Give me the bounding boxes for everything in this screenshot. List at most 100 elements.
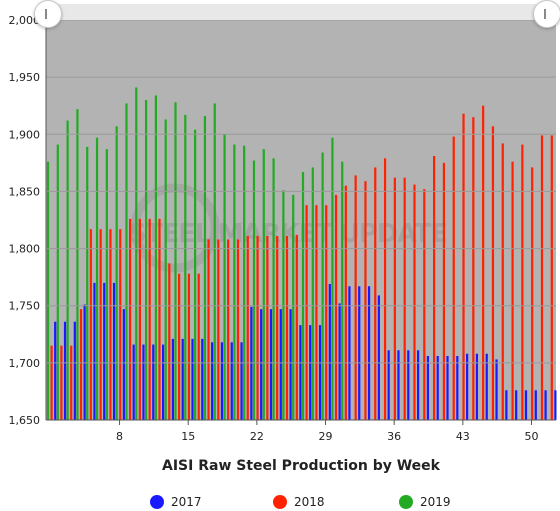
y-tick-label: 2,000 bbox=[9, 14, 41, 27]
bar-2019-week-20 bbox=[233, 144, 236, 420]
bar-2018-week-16 bbox=[197, 273, 200, 420]
legend-marker-icon bbox=[399, 495, 413, 509]
bar-2018-week-20 bbox=[236, 239, 240, 420]
legend[interactable]: 2017 2018 2019 bbox=[150, 495, 451, 509]
bar-2018-week-6 bbox=[99, 229, 102, 420]
bar-2018-week-3 bbox=[70, 345, 73, 420]
bar-2018-week-23 bbox=[266, 236, 269, 420]
bar-2017-week-33 bbox=[367, 286, 371, 420]
range-handle-left-icon[interactable] bbox=[34, 0, 62, 28]
bar-2017-week-18 bbox=[220, 342, 224, 420]
bar-2019-week-28 bbox=[311, 167, 314, 420]
y-tick-label: 1,900 bbox=[9, 128, 41, 141]
y-tick-label: 1,700 bbox=[9, 357, 41, 370]
legend-marker-icon bbox=[150, 495, 164, 509]
y-tick-label: 1,800 bbox=[9, 243, 41, 256]
bar-2018-week-47 bbox=[501, 143, 504, 420]
x-axis: 8 15 22 29 36 43 50 bbox=[46, 419, 556, 443]
bar-2017-week-52 bbox=[554, 390, 557, 420]
y-tick-label: 1,950 bbox=[9, 71, 41, 84]
bar-2019-week-29 bbox=[321, 152, 324, 420]
bar-2018-week-51 bbox=[540, 135, 544, 420]
bar-2019-week-4 bbox=[76, 109, 79, 420]
bar-2017-week-44 bbox=[475, 353, 479, 420]
bar-2017-week-8 bbox=[122, 309, 125, 420]
bar-2017-week-3 bbox=[73, 321, 76, 420]
bar-2018-week-25 bbox=[285, 236, 289, 420]
bar-2019-week-3 bbox=[66, 120, 69, 420]
legend-item-2019[interactable]: 2019 bbox=[399, 495, 451, 509]
bar-2017-week-14 bbox=[181, 338, 184, 420]
bar-2017-week-46 bbox=[495, 359, 498, 420]
bar-2018-week-34 bbox=[374, 167, 377, 420]
bar-2018-week-36 bbox=[393, 177, 396, 420]
bar-2018-week-7 bbox=[109, 229, 112, 420]
legend-label: 2017 bbox=[171, 495, 202, 509]
bar-2017-week-50 bbox=[534, 390, 537, 420]
bar-2017-week-7 bbox=[112, 282, 116, 420]
bar-2017-week-45 bbox=[485, 353, 488, 420]
bar-2017-week-37 bbox=[407, 350, 410, 420]
bar-2018-week-31 bbox=[344, 185, 347, 420]
bar-2018-week-10 bbox=[138, 218, 141, 420]
bar-2019-week-18 bbox=[213, 103, 216, 421]
bar-2019-week-8 bbox=[115, 126, 118, 420]
bar-2019-week-25 bbox=[282, 190, 285, 420]
bar-2018-week-15 bbox=[187, 273, 191, 420]
bar-2019-week-27 bbox=[301, 172, 305, 420]
range-handle-right-icon[interactable] bbox=[533, 0, 560, 28]
bar-2018-week-24 bbox=[276, 236, 279, 420]
bar-2019-week-24 bbox=[272, 158, 275, 421]
bar-2017-week-42 bbox=[456, 356, 459, 420]
x-tick-label: 22 bbox=[250, 430, 264, 443]
bar-2017-week-51 bbox=[544, 390, 547, 420]
bar-2017-week-39 bbox=[426, 356, 429, 420]
bar-2017-week-48 bbox=[515, 390, 518, 420]
bar-2019-week-23 bbox=[262, 149, 265, 420]
bar-2017-week-5 bbox=[93, 282, 96, 420]
bar-2017-week-11 bbox=[152, 344, 155, 420]
bar-2018-week-13 bbox=[168, 263, 171, 420]
bar-2017-week-15 bbox=[191, 338, 194, 420]
bar-2018-week-2 bbox=[60, 345, 63, 420]
legend-label: 2018 bbox=[294, 495, 325, 509]
bar-2018-week-27 bbox=[305, 205, 308, 420]
bar-2017-week-21 bbox=[250, 306, 253, 420]
range-scrollbar[interactable] bbox=[42, 4, 552, 20]
bar-2018-week-26 bbox=[295, 234, 298, 420]
bar-2017-week-35 bbox=[387, 350, 390, 420]
bar-2017-week-32 bbox=[358, 286, 361, 420]
x-tick-label: 50 bbox=[524, 430, 538, 443]
bar-2018-week-45 bbox=[482, 105, 485, 421]
bar-2017-week-25 bbox=[289, 309, 292, 420]
legend-item-2018[interactable]: 2018 bbox=[273, 495, 325, 509]
x-tick-label: 43 bbox=[456, 430, 470, 443]
bar-2019-week-30 bbox=[331, 137, 334, 420]
bar-2018-week-11 bbox=[148, 218, 151, 420]
bar-2017-week-23 bbox=[269, 309, 273, 420]
bar-2018-week-19 bbox=[227, 239, 230, 420]
bar-2019-week-2 bbox=[56, 144, 59, 420]
bar-2019-week-16 bbox=[194, 129, 197, 420]
bar-2017-week-43 bbox=[466, 353, 469, 420]
bar-2019-week-17 bbox=[203, 116, 207, 420]
bar-2017-week-2 bbox=[63, 321, 67, 420]
bar-2017-week-1 bbox=[54, 321, 57, 420]
bar-2018-week-39 bbox=[423, 189, 426, 420]
bar-2018-week-28 bbox=[315, 205, 318, 420]
bar-2017-week-16 bbox=[201, 338, 204, 420]
bar-2018-week-5 bbox=[89, 229, 92, 420]
bar-2018-week-52 bbox=[550, 135, 553, 420]
bar-2018-week-9 bbox=[128, 218, 132, 420]
bar-2019-week-15 bbox=[184, 114, 187, 421]
bar-2017-week-27 bbox=[309, 325, 312, 420]
bar-2018-week-30 bbox=[334, 194, 338, 420]
bar-2019-week-14 bbox=[174, 102, 177, 420]
bar-2018-week-4 bbox=[79, 309, 83, 420]
bar-2017-week-24 bbox=[279, 309, 282, 420]
bar-2019-week-31 bbox=[341, 161, 344, 420]
legend-item-2017[interactable]: 2017 bbox=[150, 495, 202, 509]
bar-2017-week-36 bbox=[397, 350, 400, 420]
bar-2019-week-10 bbox=[135, 87, 138, 421]
